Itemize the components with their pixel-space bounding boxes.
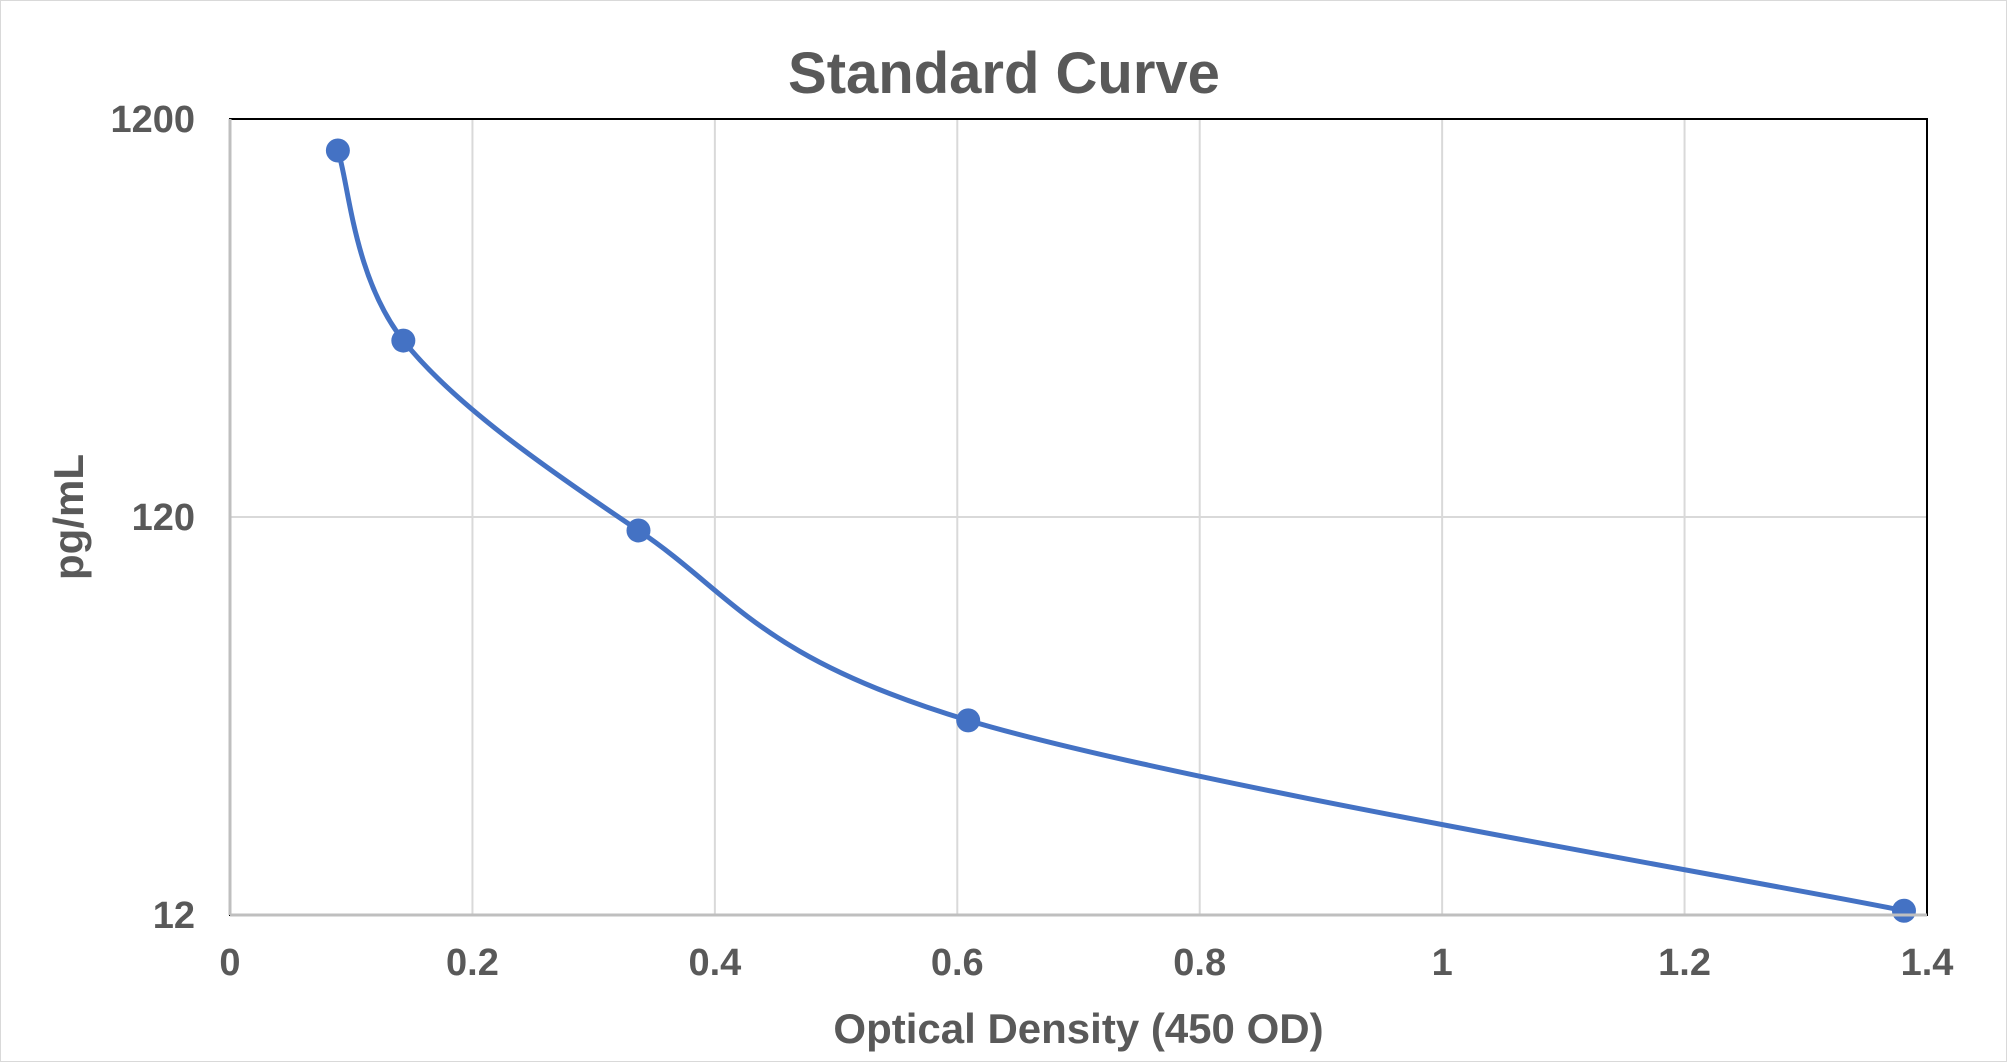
x-tick-label: 0.6: [931, 942, 984, 984]
gridlines: [230, 119, 1927, 915]
y-tick-label: 120: [132, 497, 195, 539]
x-tick-label: 0.8: [1173, 942, 1226, 984]
y-tick-label: 1200: [110, 99, 195, 141]
x-tick-label: 0.2: [446, 942, 499, 984]
y-axis-label: pg/mL: [45, 454, 92, 580]
data-point: [626, 518, 651, 543]
chart-title: Standard Curve: [788, 41, 1220, 106]
data-point: [1891, 898, 1916, 923]
data-point: [391, 328, 416, 353]
x-axis-label: Optical Density (450 OD): [833, 1005, 1323, 1052]
y-axis: 12 120 1200: [110, 99, 195, 937]
data-points: [325, 138, 1916, 923]
x-tick-label: 0.4: [688, 942, 741, 984]
y-tick-label: 12: [153, 895, 195, 937]
series-line: [335, 149, 1905, 914]
x-tick-label: 1.4: [1901, 942, 1954, 984]
x-tick-label: 0: [219, 942, 240, 984]
data-point: [956, 708, 981, 733]
x-axis: 0 0.2 0.4 0.6 0.8 1 1.2 1.4: [219, 942, 1953, 984]
x-tick-label: 1.2: [1658, 942, 1711, 984]
x-tick-label: 1: [1432, 942, 1453, 984]
data-point: [325, 138, 350, 163]
